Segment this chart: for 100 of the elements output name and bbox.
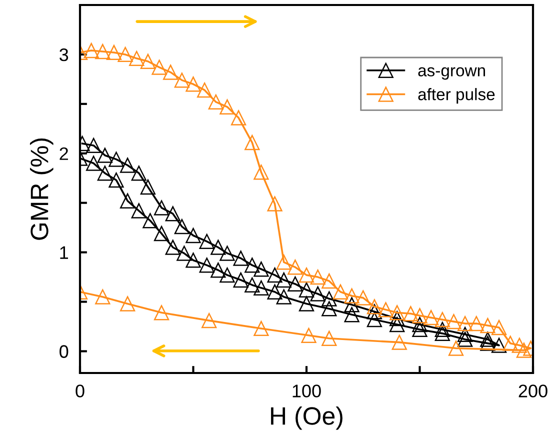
point: [163, 64, 178, 80]
point: [154, 226, 170, 242]
point: [366, 312, 382, 328]
point: [140, 54, 156, 69]
point: [390, 311, 405, 326]
point: [254, 164, 269, 180]
point: [322, 291, 337, 306]
point: [322, 301, 337, 316]
point: [322, 273, 337, 289]
point: [120, 193, 136, 208]
point: [344, 288, 360, 304]
legend-label: as-grown: [418, 67, 485, 80]
point: [457, 332, 473, 347]
point: [412, 308, 428, 324]
point: [366, 299, 382, 314]
y-tick-label: 2: [60, 147, 68, 160]
point: [106, 44, 122, 60]
point: [254, 280, 269, 296]
point: [392, 334, 407, 350]
point: [140, 179, 156, 195]
point: [154, 305, 170, 320]
point: [186, 76, 201, 92]
point: [220, 246, 235, 261]
point: [174, 72, 190, 88]
point: [254, 262, 269, 277]
point: [131, 166, 146, 181]
point: [142, 213, 158, 228]
point: [491, 338, 507, 353]
point: [480, 336, 496, 351]
y-axis-title: GMR (%): [30, 138, 54, 240]
point: [108, 172, 124, 188]
point: [434, 322, 450, 338]
point: [366, 304, 382, 320]
point: [174, 219, 190, 234]
point: [310, 286, 326, 302]
point: [516, 342, 532, 358]
point: [244, 134, 260, 150]
point: [244, 258, 260, 273]
point: [424, 310, 439, 326]
point: [434, 326, 450, 341]
point: [434, 312, 450, 328]
point: [480, 318, 496, 334]
point: [378, 302, 394, 318]
point: [322, 330, 337, 346]
point: [288, 260, 303, 275]
point: [152, 60, 167, 75]
point: [197, 82, 212, 98]
point: [288, 276, 303, 292]
point: [491, 320, 507, 336]
point: [390, 316, 405, 332]
x-tick-label: 100: [292, 384, 321, 398]
point: [120, 296, 136, 312]
point: [344, 297, 360, 312]
x-axis-title: H (Oe): [271, 406, 342, 430]
point: [267, 267, 282, 283]
point: [276, 272, 292, 288]
point: [186, 252, 201, 268]
point: [210, 262, 226, 278]
point: [199, 234, 214, 249]
point: [202, 313, 217, 328]
point: [244, 277, 260, 293]
point: [276, 254, 292, 270]
point: [199, 258, 214, 273]
point: [108, 152, 124, 167]
point: [457, 326, 473, 342]
point: [84, 42, 99, 58]
point: [233, 250, 248, 266]
point: [298, 267, 314, 283]
point: [448, 340, 464, 356]
point: [344, 307, 360, 322]
y-tick-label: 1: [60, 246, 68, 259]
point: [131, 203, 146, 218]
point: [412, 322, 428, 338]
point: [356, 290, 371, 306]
point: [412, 316, 428, 332]
point: [186, 228, 201, 244]
point: [210, 240, 226, 255]
x-tick-label: 0: [76, 384, 84, 398]
point: [118, 46, 133, 62]
point: [446, 314, 462, 330]
point: [267, 284, 282, 300]
point: [208, 94, 224, 110]
point: [310, 269, 326, 285]
point: [276, 289, 292, 304]
point: [403, 306, 418, 322]
point: [457, 316, 473, 332]
point: [480, 332, 496, 347]
point: [512, 338, 527, 353]
point: [332, 284, 348, 300]
point: [165, 206, 180, 222]
point: [254, 320, 269, 336]
point: [502, 336, 518, 351]
point: [86, 138, 102, 154]
x-tick-label: 200: [518, 384, 548, 398]
point: [165, 240, 180, 255]
point: [154, 200, 170, 216]
point: [97, 166, 112, 181]
point: [301, 328, 316, 343]
point: [267, 196, 282, 212]
point: [220, 267, 235, 283]
